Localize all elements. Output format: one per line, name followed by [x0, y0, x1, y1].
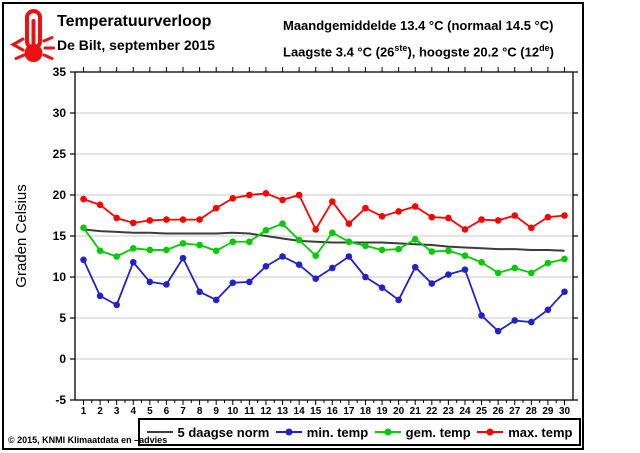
svg-text:7: 7 [180, 406, 186, 417]
svg-text:27: 27 [509, 406, 521, 417]
header-statistics: Maandgemiddelde 13.4 °C (normaal 14.5 °C… [283, 14, 554, 63]
svg-text:19: 19 [376, 406, 388, 417]
page-subtitle: De Bilt, september 2015 [57, 37, 215, 53]
svg-text:5: 5 [147, 406, 153, 417]
svg-text:20: 20 [53, 188, 67, 202]
legend-item-gem-temp: gem. temp [374, 424, 471, 440]
page-title: Temperatuurverloop [57, 13, 212, 30]
min-temp-line-sample-icon [275, 428, 302, 436]
svg-text:15: 15 [310, 406, 322, 417]
svg-text:11: 11 [244, 406, 255, 417]
legend-item-max-temp: max. temp [477, 424, 573, 440]
norm-line-sample-icon [146, 431, 173, 433]
svg-text:25: 25 [53, 147, 67, 161]
svg-text:-5: -5 [55, 393, 66, 407]
svg-text:Graden Celsius: Graden Celsius [13, 184, 30, 287]
svg-text:12: 12 [260, 406, 272, 417]
legend-label-min-temp: min. temp [306, 424, 369, 440]
svg-text:20: 20 [393, 406, 405, 417]
legend-label-max-temp: max. temp [508, 424, 573, 440]
legend-item-norm: 5 daagse norm [146, 424, 270, 440]
gem-temp-line-sample-icon [374, 428, 401, 436]
svg-text:24: 24 [459, 406, 471, 417]
svg-text:8: 8 [197, 406, 203, 417]
svg-text:1: 1 [81, 406, 87, 417]
svg-text:25: 25 [476, 406, 488, 417]
svg-text:28: 28 [526, 406, 538, 417]
svg-text:14: 14 [294, 406, 306, 417]
svg-text:26: 26 [493, 406, 505, 417]
svg-text:23: 23 [443, 406, 455, 417]
svg-text:6: 6 [164, 406, 170, 417]
thermometer-hot-icon [10, 9, 55, 62]
outer-frame: Temperatuurverloop De Bilt, september 20… [2, 2, 584, 450]
stat-month-mean: Maandgemiddelde 13.4 °C (normaal 14.5 °C… [283, 18, 554, 33]
stat-extremes: Laagste 3.4 °C (26ste), hoogste 20.2 °C … [283, 43, 554, 60]
svg-text:4: 4 [130, 406, 136, 417]
svg-text:0: 0 [59, 352, 66, 366]
svg-text:5: 5 [59, 311, 66, 325]
marker-dot-icon [285, 428, 293, 436]
legend-item-min-temp: min. temp [275, 424, 369, 440]
svg-text:21: 21 [410, 406, 422, 417]
legend-label-norm: 5 daagse norm [177, 424, 270, 440]
svg-text:18: 18 [360, 406, 372, 417]
copyright-text: © 2015, KNMI Klimaatdata en –advies [8, 435, 168, 445]
svg-text:2: 2 [97, 406, 103, 417]
svg-text:35: 35 [53, 65, 67, 79]
svg-text:16: 16 [327, 406, 339, 417]
legend-label-gem-temp: gem. temp [405, 424, 471, 440]
svg-text:10: 10 [227, 406, 239, 417]
svg-text:29: 29 [542, 406, 554, 417]
svg-text:30: 30 [53, 106, 67, 120]
svg-text:22: 22 [426, 406, 438, 417]
svg-text:17: 17 [343, 406, 355, 417]
svg-text:30: 30 [559, 406, 571, 417]
svg-text:9: 9 [213, 406, 219, 417]
svg-text:13: 13 [277, 406, 289, 417]
svg-text:3: 3 [114, 406, 120, 417]
marker-dot-icon [486, 428, 494, 436]
svg-text:15: 15 [53, 229, 67, 243]
chart-legend: 5 daagse norm min. temp gem. temp max. t… [138, 418, 581, 446]
marker-dot-icon [384, 428, 392, 436]
max-temp-line-sample-icon [477, 428, 504, 436]
svg-text:10: 10 [53, 270, 67, 284]
